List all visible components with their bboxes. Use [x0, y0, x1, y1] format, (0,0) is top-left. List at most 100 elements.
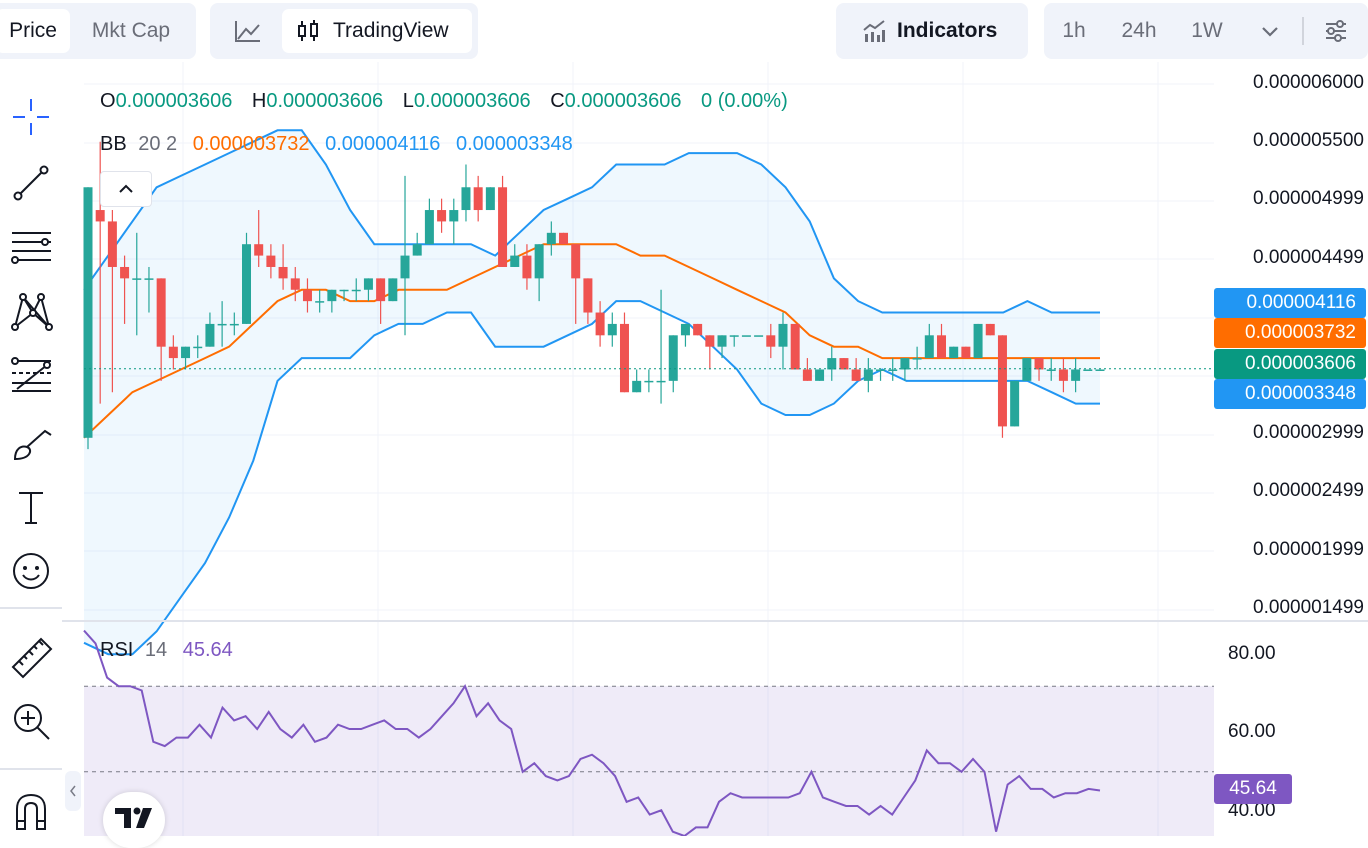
- price-axis-tick: 0.000006000: [1253, 72, 1364, 93]
- settings-button[interactable]: [1314, 9, 1358, 53]
- chevron-up-icon: [119, 184, 133, 193]
- measure-tool[interactable]: [6, 632, 56, 682]
- candle-body: [680, 323, 690, 336]
- candle-body: [949, 346, 959, 359]
- candle-body: [278, 266, 288, 279]
- price-axis-tick: 0.000001999: [1253, 539, 1364, 560]
- line-chart-button[interactable]: [216, 9, 272, 53]
- forecast-tool[interactable]: [6, 350, 56, 400]
- candle-body: [290, 278, 300, 290]
- crosshair-icon: [13, 99, 49, 135]
- candle-body: [997, 335, 1007, 427]
- last-price-badge: 0.000003606: [1214, 349, 1366, 379]
- open-label: O: [100, 90, 116, 112]
- bollinger-upper-line: [83, 129, 1100, 314]
- trend-line-tool[interactable]: [6, 158, 56, 208]
- toolbar-separator: [0, 607, 62, 609]
- candle-body: [790, 323, 800, 370]
- tab-mkt-cap[interactable]: Mkt Cap: [91, 19, 171, 42]
- candle-body: [559, 232, 569, 245]
- candle-body: [242, 244, 252, 324]
- candle-body: [1095, 369, 1105, 371]
- parallel-lines-icon: [11, 232, 51, 264]
- candle-body: [449, 210, 459, 222]
- candle-body: [339, 289, 349, 292]
- smiley-icon: [13, 553, 49, 589]
- candle-body: [863, 369, 873, 381]
- rsi-band: [84, 686, 1214, 836]
- tab-price[interactable]: Price: [0, 9, 70, 53]
- emoji-tool[interactable]: [6, 546, 56, 596]
- candle-body: [473, 187, 483, 211]
- text-icon: [19, 492, 43, 524]
- chart-grid: [84, 62, 1214, 836]
- rsi-legend[interactable]: RSI 14 45.64: [100, 639, 233, 662]
- candle-body: [961, 346, 971, 359]
- candle-body: [766, 335, 776, 347]
- sliders-icon: [1326, 20, 1346, 42]
- candle-body: [924, 335, 934, 359]
- candle-body: [388, 278, 398, 302]
- horizontal-lines-tool[interactable]: [6, 222, 56, 272]
- ruler-icon: [11, 637, 53, 679]
- chevron-left-icon: [70, 785, 76, 797]
- candle-body: [327, 289, 337, 302]
- zoom-tool[interactable]: [6, 696, 56, 746]
- candle-body: [217, 323, 227, 326]
- close-label: C: [550, 90, 565, 112]
- candle-body: [741, 335, 751, 337]
- candle-body: [729, 335, 739, 337]
- candle-body: [156, 278, 166, 347]
- candle-body: [193, 346, 203, 349]
- toolbar-separator-2: [0, 768, 62, 770]
- interval-24h[interactable]: 24h: [1121, 19, 1157, 42]
- tradingview-logo[interactable]: [103, 792, 165, 848]
- candle-body: [254, 244, 264, 256]
- zoom-in-icon: [14, 704, 50, 740]
- brush-tool[interactable]: [6, 418, 56, 468]
- rsi-value: 45.64: [182, 639, 233, 661]
- bb-label: BB: [100, 133, 127, 155]
- low-value: 0.000003606: [413, 90, 531, 112]
- interval-toolbar: 1h 24h 1W: [1044, 3, 1368, 59]
- interval-1w[interactable]: 1W: [1191, 19, 1223, 42]
- bollinger-band-fill: [84, 130, 1100, 655]
- collapse-legend-button[interactable]: [100, 171, 152, 207]
- indicators-label: Indicators: [897, 19, 998, 42]
- pattern-tool[interactable]: [6, 286, 56, 336]
- tradingview-button[interactable]: TradingView: [282, 9, 472, 53]
- candle-body: [656, 380, 666, 383]
- interval-dropdown[interactable]: [1248, 9, 1292, 53]
- low-label: L: [402, 90, 414, 112]
- candle-body: [668, 335, 678, 381]
- candle-body: [815, 369, 825, 381]
- candle-body: [876, 369, 886, 371]
- brush-icon: [13, 429, 52, 461]
- bollinger-lower-line: [83, 300, 1100, 656]
- toolbar-collapse-handle[interactable]: [65, 771, 81, 811]
- indicators-button[interactable]: Indicators: [836, 3, 1028, 59]
- candle-body: [851, 369, 861, 381]
- interval-1h[interactable]: 1h: [1062, 19, 1086, 42]
- candle-body: [1010, 380, 1020, 427]
- candle-body: [522, 255, 532, 279]
- candle-body: [1022, 358, 1032, 381]
- price-axis-tick: 0.000004999: [1253, 188, 1364, 209]
- open-value: 0.000003606: [115, 90, 233, 112]
- text-tool[interactable]: [6, 482, 56, 532]
- price-axis-tick: 0.000001499: [1253, 597, 1364, 618]
- crosshair-tool[interactable]: [6, 92, 56, 142]
- bb-legend[interactable]: BB 20 2 0.000003732 0.000004116 0.000003…: [100, 133, 573, 156]
- rsi-param: 14: [144, 639, 168, 661]
- indicators-icon: [863, 20, 885, 42]
- magnet-tool[interactable]: [6, 784, 56, 834]
- rsi-value-badge: 45.64: [1214, 774, 1292, 804]
- rsi-axis-tick: 60.00: [1228, 721, 1276, 742]
- candle-body: [95, 210, 105, 222]
- candles-icon: [298, 20, 318, 41]
- candle-body: [754, 335, 764, 337]
- ohlc-legend: O0.000003606 H0.000003606 L0.000003606 C…: [100, 90, 788, 113]
- candle-body: [912, 358, 922, 360]
- candle-body: [936, 335, 946, 359]
